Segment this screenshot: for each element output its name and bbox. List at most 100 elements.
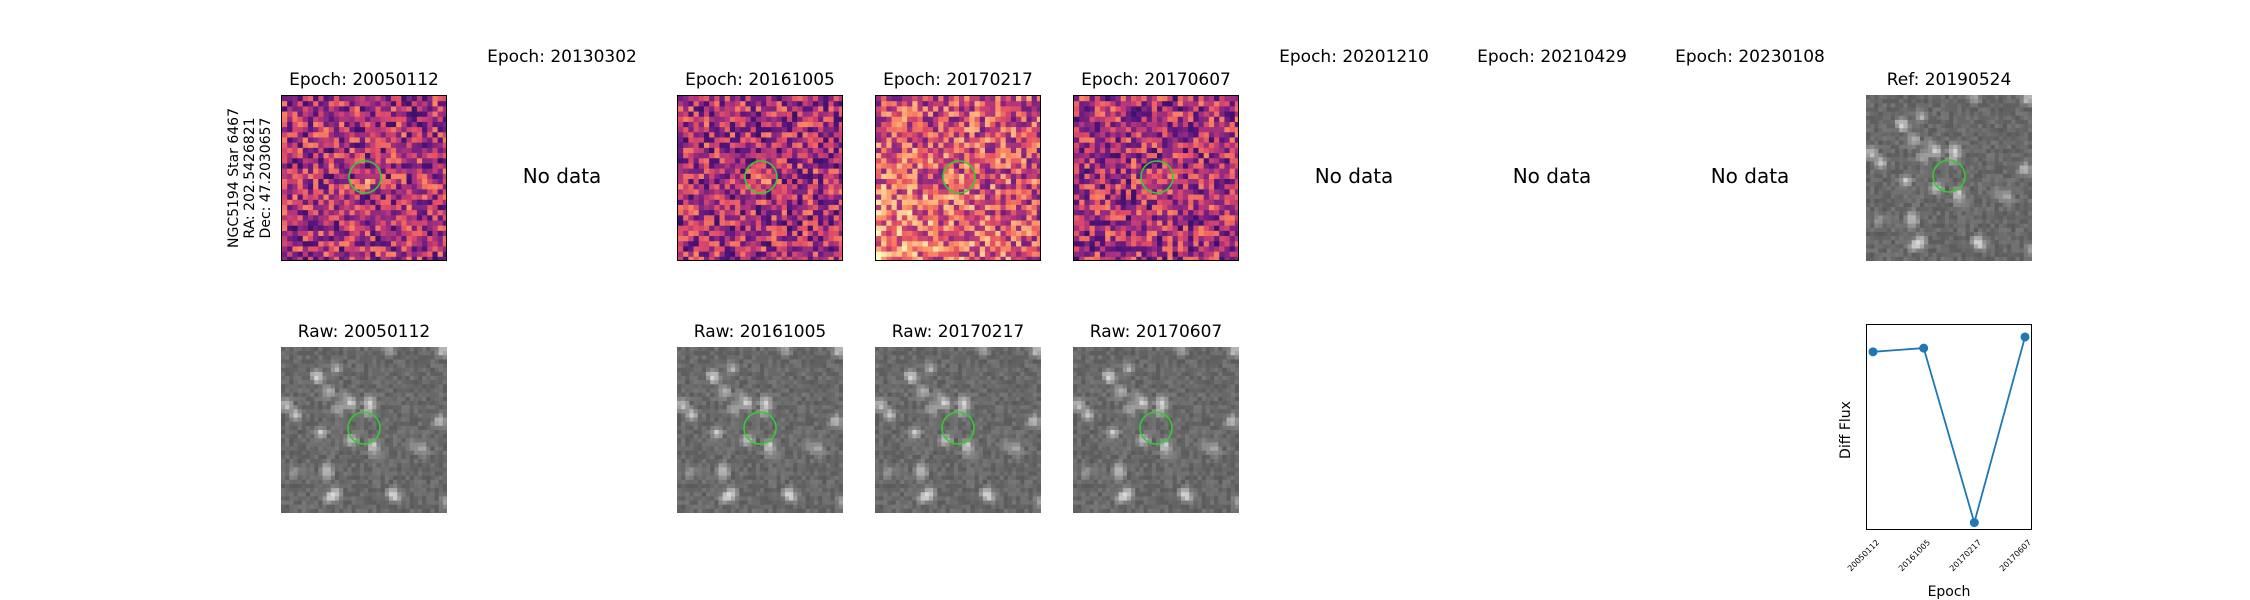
image-pixel: [891, 220, 898, 227]
epoch-title-3: Epoch: 20170217: [883, 70, 1033, 90]
image-pixel: [812, 246, 819, 253]
image-pixel: [1219, 210, 1225, 216]
image-pixel: [365, 215, 371, 221]
image-pixel: [1172, 121, 1179, 128]
image-pixel: [297, 147, 304, 154]
image-pixel: [390, 225, 397, 232]
image-pixel: [703, 96, 710, 102]
image-pixel: [876, 210, 882, 216]
image-pixel: [766, 137, 772, 144]
image-pixel: [714, 204, 720, 211]
image-pixel: [307, 204, 314, 211]
image-pixel: [442, 210, 446, 216]
image-pixel: [411, 168, 418, 175]
image-pixel: [990, 158, 996, 164]
image-pixel: [964, 246, 970, 253]
image-pixel: [344, 184, 350, 190]
image-pixel: [365, 111, 371, 118]
image-pixel: [1141, 116, 1148, 123]
image-pixel: [1986, 95, 1991, 100]
image-pixel: [1105, 184, 1111, 190]
image-pixel: [1099, 204, 1106, 211]
image-pixel: [740, 147, 746, 154]
image-pixel: [1167, 153, 1173, 159]
image-pixel: [1953, 157, 1958, 162]
image-pixel: [1899, 140, 1904, 146]
image-pixel: [964, 132, 970, 138]
image-pixel: [802, 194, 809, 201]
image-pixel: [307, 106, 314, 112]
image-pixel: [1234, 230, 1238, 237]
image-pixel: [318, 189, 324, 195]
image-pixel: [1214, 251, 1220, 258]
image-pixel: [380, 251, 387, 258]
image-pixel: [719, 116, 726, 123]
image-pixel: [953, 194, 960, 201]
image-pixel: [1890, 153, 1896, 158]
image-pixel: [1026, 189, 1033, 195]
image-pixel: [422, 230, 428, 237]
image-pixel: [313, 251, 319, 258]
image-pixel: [703, 251, 710, 258]
image-pixel: [938, 137, 944, 144]
image-pixel: [964, 210, 970, 216]
image-pixel: [422, 96, 428, 102]
image-pixel: [1016, 163, 1022, 170]
image-pixel: [323, 236, 330, 242]
image-pixel: [1882, 124, 1888, 129]
image-pixel: [833, 168, 840, 175]
image-pixel: [1177, 251, 1184, 258]
image-pixel: [797, 142, 803, 149]
image-pixel: [339, 241, 345, 247]
image-pixel: [313, 230, 319, 237]
image-pixel: [1188, 153, 1194, 159]
image-pixel: [943, 101, 950, 107]
image-pixel: [1146, 246, 1153, 253]
image-pixel: [698, 194, 705, 201]
image-pixel: [427, 106, 433, 112]
image-pixel: [292, 147, 298, 154]
image-pixel: [938, 199, 944, 206]
image-pixel: [370, 137, 376, 144]
image-pixel: [786, 189, 793, 195]
image-pixel: [933, 215, 939, 221]
image-pixel: [1188, 220, 1194, 227]
image-pixel: [2023, 99, 2029, 104]
image-pixel: [1973, 182, 1979, 187]
image-pixel: [1021, 173, 1027, 180]
image-pixel: [287, 230, 293, 237]
image-pixel: [1870, 153, 1875, 158]
image-pixel: [1907, 169, 1913, 175]
image-pixel: [755, 241, 762, 247]
image-pixel: [406, 256, 413, 260]
image-pixel: [1141, 153, 1148, 159]
image-pixel: [1198, 132, 1205, 138]
image-pixel: [912, 241, 918, 247]
image-pixel: [1021, 184, 1027, 190]
image-pixel: [891, 116, 898, 123]
image-pixel: [698, 106, 705, 112]
image-pixel: [1177, 184, 1184, 190]
image-pixel: [1969, 182, 1975, 187]
image-pixel: [838, 127, 842, 133]
image-pixel: [714, 230, 720, 237]
image-pixel: [1229, 225, 1236, 232]
image-pixel: [745, 241, 752, 247]
image-pixel: [328, 158, 335, 164]
image-pixel: [1157, 147, 1163, 154]
image-pixel: [2019, 182, 2025, 187]
image-pixel: [1157, 199, 1163, 206]
image-pixel: [1010, 225, 1017, 232]
image-pixel: [390, 116, 397, 123]
image-pixel: [406, 241, 413, 247]
image-pixel: [1084, 194, 1090, 201]
image-pixel: [876, 225, 882, 232]
image-pixel: [1162, 204, 1168, 211]
image-pixel: [1986, 119, 1991, 125]
image-pixel: [678, 204, 684, 211]
image-pixel: [948, 96, 955, 102]
image-pixel: [390, 236, 397, 242]
image-pixel: [375, 173, 381, 180]
image-pixel: [406, 246, 413, 253]
aperture-circle: [744, 160, 778, 194]
